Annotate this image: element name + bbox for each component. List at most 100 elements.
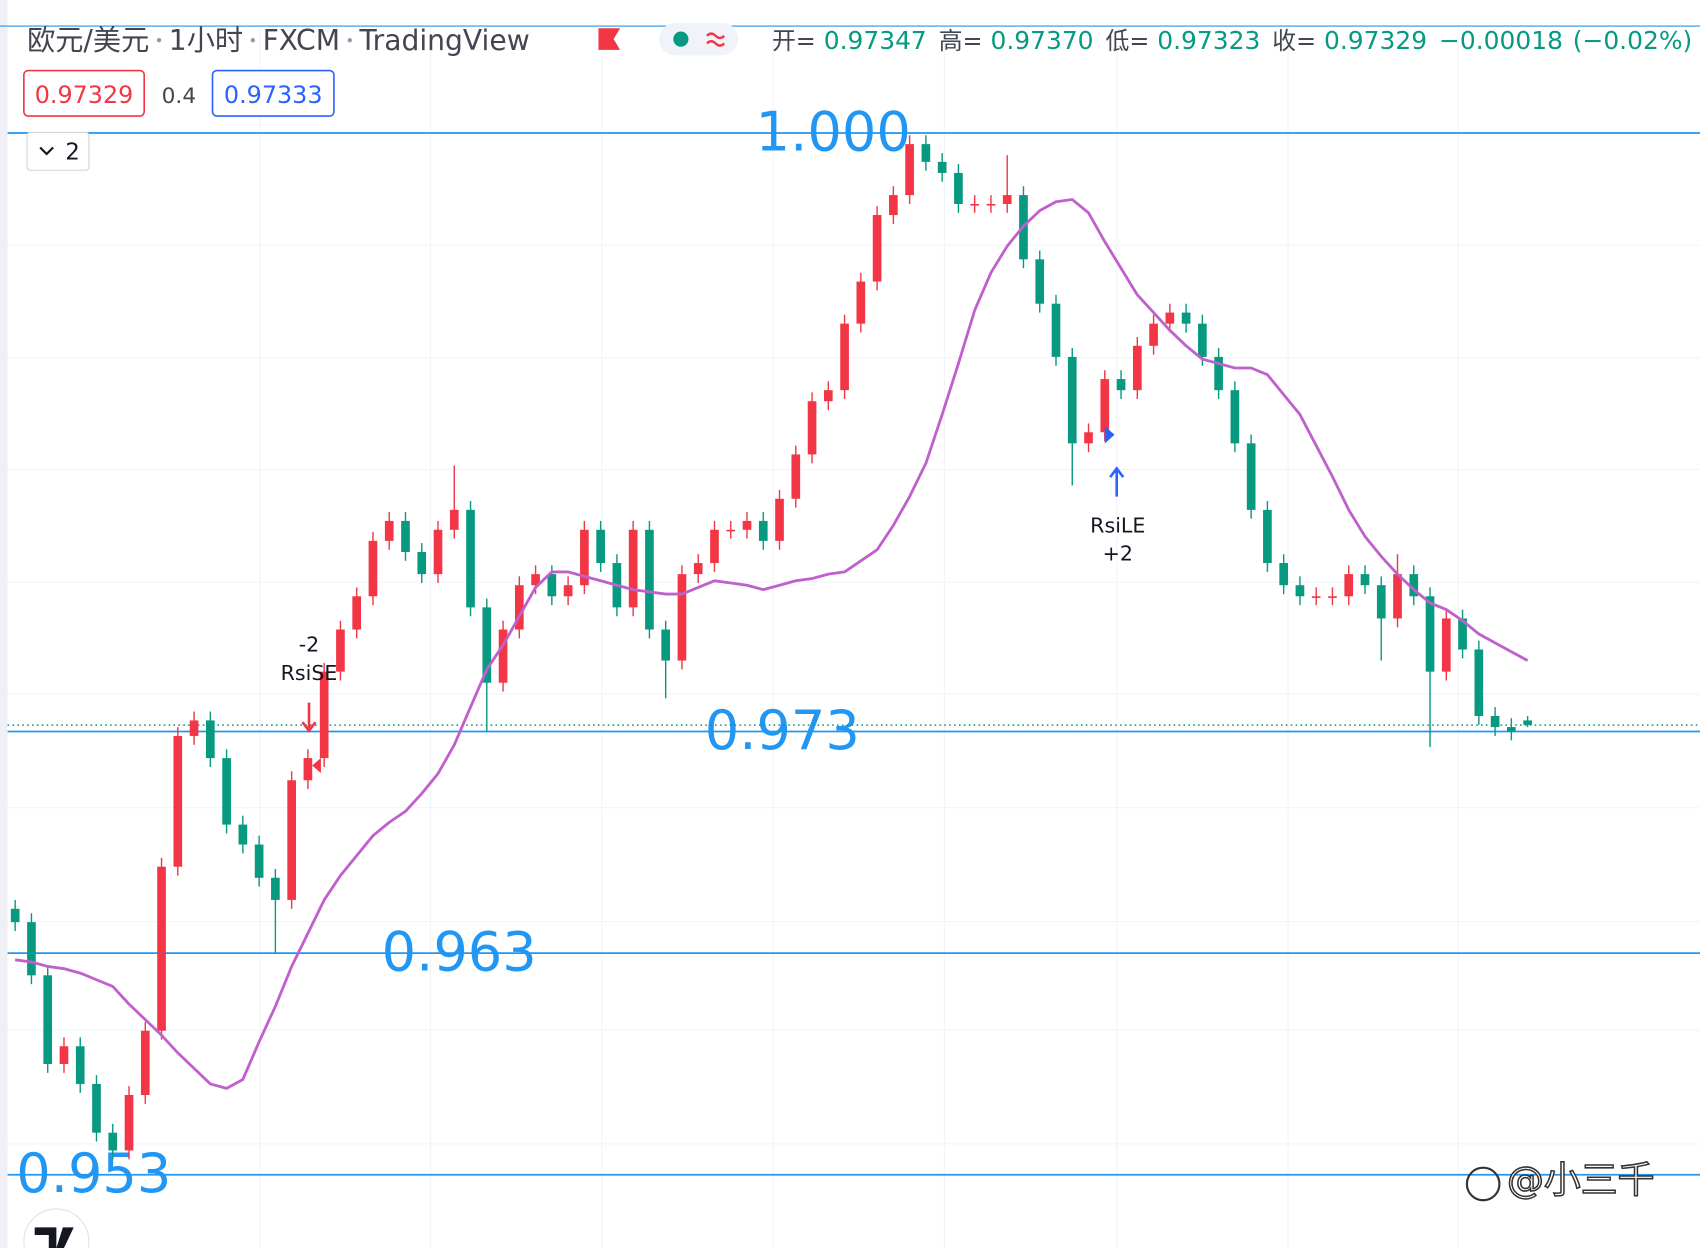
tv-logo[interactable]	[23, 1208, 90, 1248]
candle-body	[563, 585, 573, 597]
candle-body	[1328, 596, 1337, 598]
flag-icon[interactable]	[598, 28, 621, 50]
candle-body	[628, 529, 638, 608]
candle-body	[823, 390, 833, 402]
candle-body	[580, 529, 589, 586]
candle-body	[43, 975, 53, 1064]
status-wave	[706, 32, 726, 47]
signal-name: RsiSE	[281, 661, 338, 685]
candle-body	[921, 144, 931, 162]
candle-body	[531, 574, 540, 586]
candle-body	[1132, 345, 1142, 391]
ohlc-value: 0.97370	[990, 26, 1093, 55]
candle-body	[27, 922, 36, 976]
candle-body	[303, 758, 313, 781]
ohlc-values: 开= 0.97347 高= 0.97370 低= 0.97323 收= 0.97329 −0.0…	[772, 26, 1692, 55]
legend-header: 欧元/美元 1小时 FXCM TradingView 开= 0.97347 高= 0.…	[23, 22, 1692, 171]
candle-body	[466, 509, 475, 608]
candle-body	[693, 563, 703, 575]
separator	[347, 37, 352, 43]
candle-body	[271, 877, 280, 900]
candle-body	[889, 195, 898, 216]
signal-qty: -2	[299, 633, 320, 657]
candle-body	[368, 540, 378, 597]
candle-body	[661, 629, 671, 661]
candle-body	[1035, 259, 1045, 304]
candle-body	[173, 735, 183, 867]
candle-body	[1458, 618, 1467, 650]
candle-body	[1409, 574, 1419, 597]
candle-body	[1084, 432, 1093, 444]
ohlc-value: 0.97329	[1324, 26, 1427, 55]
candle-body	[124, 1095, 134, 1151]
candle-body	[384, 520, 394, 541]
candle-body	[189, 720, 199, 736]
spread: 0.4	[162, 84, 196, 109]
plot-area: 1.000 0.973 0.963 0.953 -2 RsiSE RsiLE +2	[7, 100, 1700, 1205]
candle-body	[1116, 379, 1126, 391]
status-dot	[673, 31, 689, 47]
separator	[156, 37, 162, 43]
candle-body	[905, 144, 914, 196]
price-level-label: 0.973	[705, 699, 860, 762]
symbol[interactable]: 欧元/美元	[27, 24, 149, 57]
candle-body	[1441, 618, 1451, 672]
candle-body	[140, 1030, 150, 1096]
left-edge	[0, 0, 8, 1248]
candle-body	[1067, 356, 1077, 444]
price-level-label: 0.953	[16, 1142, 171, 1205]
candle-body	[1425, 596, 1435, 672]
candle-body	[1295, 585, 1305, 597]
candle-body	[433, 529, 443, 575]
indicator-toggle[interactable]	[26, 131, 90, 171]
candle-body	[401, 520, 410, 552]
ohlc-label: 开=	[772, 27, 816, 55]
bid-box[interactable]	[23, 69, 146, 117]
candle-body	[986, 203, 996, 206]
candle-body	[596, 529, 605, 564]
candle-body	[1051, 303, 1061, 357]
status-pill[interactable]	[659, 22, 739, 56]
watermark-text: @小三千	[1507, 1159, 1654, 1202]
candle-body	[742, 520, 752, 530]
candle-body	[1246, 443, 1256, 510]
ohlc-label: 高=	[939, 27, 983, 55]
candle-body	[10, 908, 20, 923]
candle-body	[75, 1046, 85, 1084]
source: TradingView	[359, 24, 530, 57]
grid	[7, 26, 1700, 1248]
candle-body	[59, 1046, 69, 1064]
interval[interactable]: 1小时	[169, 24, 243, 57]
candle-body	[791, 454, 801, 499]
candle-body	[710, 529, 719, 564]
candle-body	[1376, 585, 1386, 619]
candle-body	[482, 607, 492, 683]
candle-body	[970, 203, 980, 206]
candle-body	[1002, 195, 1012, 204]
candle-body	[254, 844, 264, 878]
ohlc-value: 0.97347	[824, 26, 927, 55]
candle-body	[1230, 390, 1240, 444]
candle-body	[1360, 574, 1370, 586]
candle-body	[319, 671, 329, 759]
chevron	[39, 146, 54, 156]
ask-box[interactable]	[211, 69, 335, 117]
candle-body	[1344, 574, 1354, 597]
candle-body	[514, 585, 524, 630]
candle-body	[1393, 574, 1402, 619]
candle-body	[1198, 323, 1207, 357]
signal-marker	[1104, 426, 1115, 444]
ohlc-label: 收=	[1272, 27, 1316, 55]
ohlc-value: 0.97323	[1157, 26, 1260, 55]
candle-body	[336, 629, 345, 672]
candle-body	[645, 529, 654, 630]
candle-body	[498, 629, 508, 683]
candle-body	[872, 215, 882, 282]
signal-qty: +2	[1103, 542, 1133, 566]
exchange: FXCM	[263, 24, 340, 57]
candle-body	[1100, 379, 1110, 433]
candle-body	[1165, 312, 1175, 324]
